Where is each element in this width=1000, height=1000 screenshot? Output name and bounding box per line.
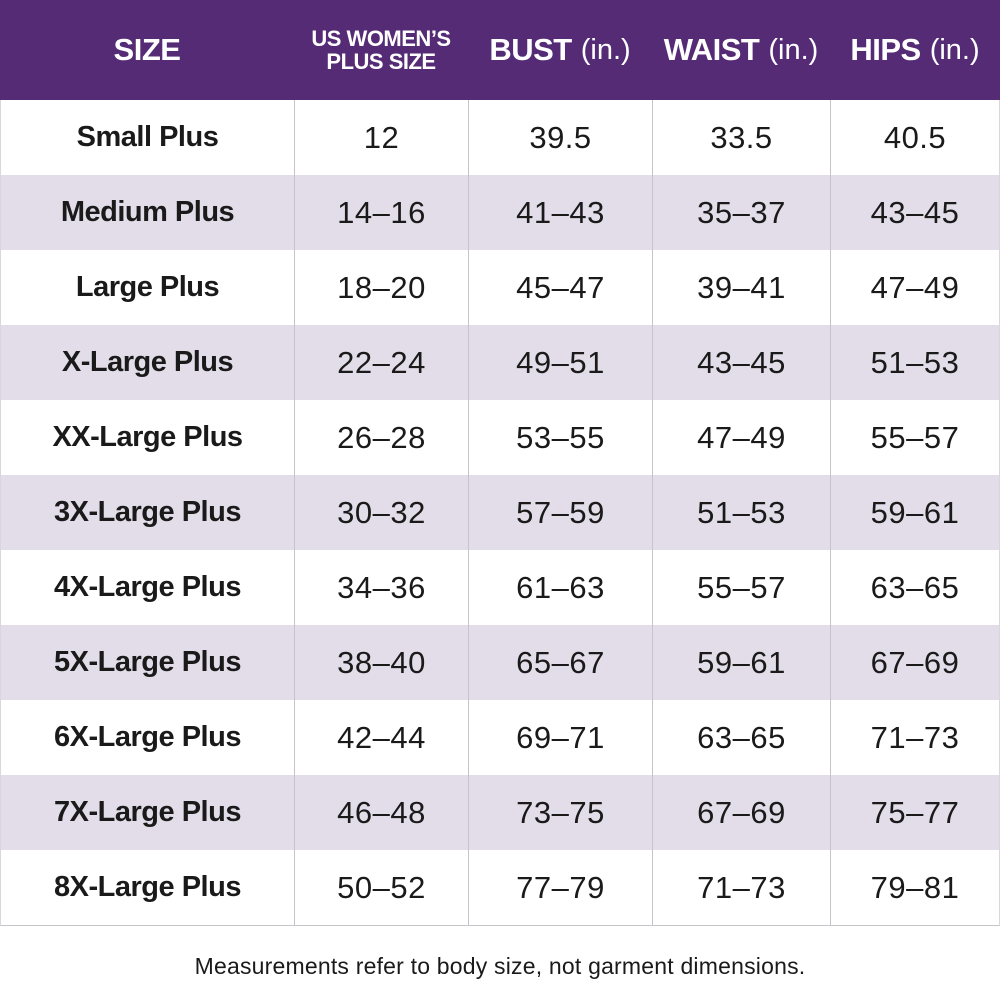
plus-size-value: 46–48 [294, 775, 468, 850]
waist-value: 39–41 [652, 250, 830, 325]
hips-value: 55–57 [830, 400, 999, 475]
column-header-bust-unit: (in.) [580, 33, 631, 66]
plus-size-value: 14–16 [294, 175, 468, 250]
bust-value: 49–51 [468, 325, 652, 400]
plus-size-value: 38–40 [294, 625, 468, 700]
table-row-6x-large-plus: 6X-Large Plus 42–44 69–71 63–65 71–73 [1, 700, 999, 775]
bust-value: 65–67 [468, 625, 652, 700]
hips-value: 63–65 [830, 550, 999, 625]
hips-value: 51–53 [830, 325, 999, 400]
bust-value: 73–75 [468, 775, 652, 850]
size-label: Large Plus [75, 271, 220, 303]
table-row-5x-large-plus: 5X-Large Plus 38–40 65–67 59–61 67–69 [1, 625, 999, 700]
bust-value: 53–55 [468, 400, 652, 475]
hips-value: 43–45 [830, 175, 999, 250]
size-label: 3X-Large Plus [54, 496, 241, 528]
column-header-bust-label: BUST [489, 31, 572, 67]
table-body: Small Plus 12 39.5 33.5 40.5 Medium Plus… [0, 100, 1000, 926]
size-label: 5X-Large Plus [54, 646, 241, 678]
waist-value: 55–57 [652, 550, 830, 625]
waist-value: 33.5 [652, 100, 830, 175]
plus-size-value: 26–28 [294, 400, 468, 475]
size-label: 8X-Large Plus [54, 871, 241, 903]
waist-value: 35–37 [652, 175, 830, 250]
table-row-x-large-plus: X-Large Plus 22–24 49–51 43–45 51–53 [1, 325, 999, 400]
hips-value: 59–61 [830, 475, 999, 550]
table-row-medium-plus: Medium Plus 14–16 41–43 35–37 43–45 [1, 175, 999, 250]
size-label: Medium Plus [60, 196, 235, 228]
waist-value: 59–61 [652, 625, 830, 700]
bust-value: 61–63 [468, 550, 652, 625]
column-header-size: SIZE [113, 31, 181, 67]
column-header-plus-size-line2: PLUS SIZE [326, 49, 436, 74]
table-row-xx-large-plus: XX-Large Plus 26–28 53–55 47–49 55–57 [1, 400, 999, 475]
plus-size-value: 30–32 [294, 475, 468, 550]
table-row-7x-large-plus: 7X-Large Plus 46–48 73–75 67–69 75–77 [1, 775, 999, 850]
waist-value: 63–65 [652, 700, 830, 775]
table-header-row: SIZE US WOMEN’S PLUS SIZE BUST (in.) WAI… [0, 0, 1000, 100]
waist-value: 51–53 [652, 475, 830, 550]
hips-value: 79–81 [830, 850, 999, 925]
hips-value: 40.5 [830, 100, 999, 175]
hips-value: 47–49 [830, 250, 999, 325]
plus-size-value: 42–44 [294, 700, 468, 775]
table-row-3x-large-plus: 3X-Large Plus 30–32 57–59 51–53 59–61 [1, 475, 999, 550]
bust-value: 39.5 [468, 100, 652, 175]
size-label: X-Large Plus [61, 346, 234, 378]
column-header-hips: HIPS (in.) [830, 0, 1000, 100]
hips-value: 75–77 [830, 775, 999, 850]
size-label: XX-Large Plus [52, 421, 243, 453]
column-header-waist-unit: (in.) [768, 33, 819, 66]
measurement-note: Measurements refer to body size, not gar… [194, 953, 806, 979]
size-label: 6X-Large Plus [54, 721, 241, 753]
waist-value: 47–49 [652, 400, 830, 475]
plus-size-value: 22–24 [294, 325, 468, 400]
column-header-hips-label: HIPS [850, 31, 921, 67]
column-header-waist-label: WAIST [663, 31, 760, 67]
table-row-large-plus: Large Plus 18–20 45–47 39–41 47–49 [1, 250, 999, 325]
table-row-small-plus: Small Plus 12 39.5 33.5 40.5 [1, 100, 999, 175]
column-header-hips-unit: (in.) [929, 33, 980, 66]
bust-value: 41–43 [468, 175, 652, 250]
size-label: 7X-Large Plus [54, 796, 241, 828]
column-header-us-womens-plus-size: US WOMEN’S PLUS SIZE [294, 0, 468, 100]
table-row-4x-large-plus: 4X-Large Plus 34–36 61–63 55–57 63–65 [1, 550, 999, 625]
hips-value: 71–73 [830, 700, 999, 775]
waist-value: 71–73 [652, 850, 830, 925]
table-row-8x-large-plus: 8X-Large Plus 50–52 77–79 71–73 79–81 [1, 850, 999, 925]
plus-size-value: 12 [294, 100, 468, 175]
bust-value: 57–59 [468, 475, 652, 550]
bust-value: 45–47 [468, 250, 652, 325]
bust-value: 77–79 [468, 850, 652, 925]
column-header-plus-size-line1: US WOMEN’S [311, 25, 451, 51]
hips-value: 67–69 [830, 625, 999, 700]
waist-value: 67–69 [652, 775, 830, 850]
plus-size-value: 18–20 [294, 250, 468, 325]
column-header-bust: BUST (in.) [468, 0, 652, 100]
waist-value: 43–45 [652, 325, 830, 400]
column-header-waist: WAIST (in.) [652, 0, 830, 100]
plus-size-value: 50–52 [294, 850, 468, 925]
size-label: 4X-Large Plus [54, 571, 241, 603]
bust-value: 69–71 [468, 700, 652, 775]
plus-size-value: 34–36 [294, 550, 468, 625]
size-label: Small Plus [76, 121, 219, 153]
